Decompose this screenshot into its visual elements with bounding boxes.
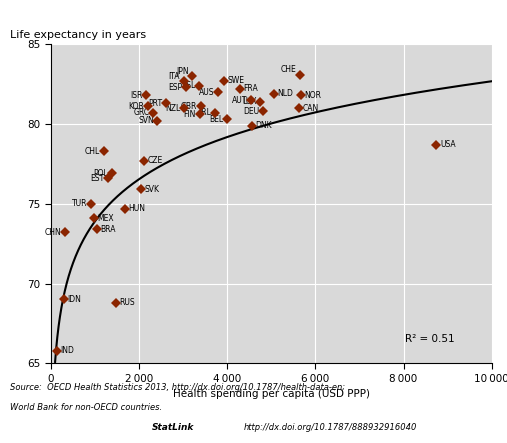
X-axis label: Health spending per capita (USD PPP): Health spending per capita (USD PPP) [173,389,370,399]
Text: FRA: FRA [243,85,258,93]
Text: DEU: DEU [243,107,260,116]
Text: MEX: MEX [97,214,114,223]
Text: POL: POL [94,169,108,178]
Text: IRL: IRL [199,109,211,117]
Text: SVK: SVK [144,185,159,194]
Text: CZE: CZE [147,156,162,165]
Text: World Bank for non-OECD countries.: World Bank for non-OECD countries. [10,403,162,412]
Text: CHE: CHE [280,65,296,74]
Text: LUX: LUX [242,97,257,106]
Text: ISL: ISL [184,81,196,90]
Text: EST: EST [90,174,104,183]
Text: AUT: AUT [232,96,248,105]
Text: USA: USA [440,140,456,149]
Text: FIN: FIN [184,110,196,119]
Text: PRT: PRT [149,99,163,108]
Text: AUS: AUS [199,88,215,97]
Text: BRA: BRA [100,225,116,234]
Text: KOR: KOR [128,102,144,111]
Text: R² = 0.51: R² = 0.51 [405,334,455,344]
Text: StatLink: StatLink [152,423,195,432]
Text: http://dx.doi.org/10.1787/888932916040: http://dx.doi.org/10.1787/888932916040 [243,423,417,432]
Text: IDN: IDN [67,295,81,304]
Text: SVN: SVN [138,117,154,125]
Text: CHL: CHL [85,147,100,155]
Text: Source:  OECD Health Statistics 2013, http://dx.doi.org/10.1787/health-data-en;: Source: OECD Health Statistics 2013, htt… [10,383,345,392]
Text: JPN: JPN [176,67,189,76]
Text: HUN: HUN [129,204,146,213]
Text: NLD: NLD [277,89,293,98]
Text: DNK: DNK [255,121,272,130]
Text: CHN: CHN [45,228,61,237]
Text: CAN: CAN [303,104,319,113]
Text: GRC: GRC [133,109,150,117]
Text: TUR: TUR [72,199,87,208]
Text: SWE: SWE [227,77,244,85]
Text: RUS: RUS [119,298,135,307]
Text: ITA: ITA [168,72,180,81]
Text: BEL: BEL [209,115,224,124]
Text: NZL: NZL [165,104,180,113]
Text: IND: IND [60,346,75,355]
Text: GBR: GBR [181,102,197,111]
Text: ISR: ISR [130,91,142,100]
Text: NOR: NOR [304,91,321,100]
Text: Life expectancy in years: Life expectancy in years [10,30,146,40]
Text: ESP: ESP [168,83,183,92]
